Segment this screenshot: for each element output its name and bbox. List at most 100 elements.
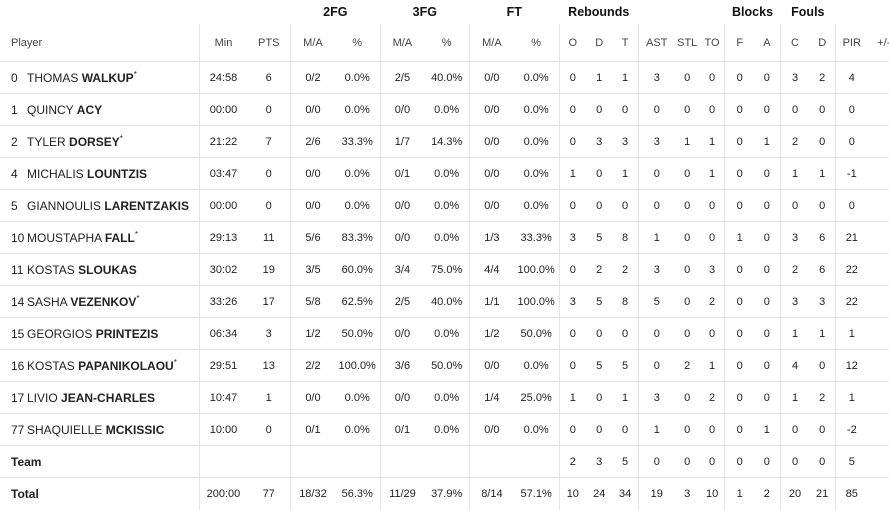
- stat-pir: 21: [835, 222, 867, 254]
- player-first-name: GEORGIOS: [27, 327, 92, 341]
- stat-ast: 0: [638, 446, 674, 478]
- column-header-ft-ma[interactable]: M/A: [470, 24, 514, 62]
- stat-plus-minus: [868, 446, 889, 478]
- stat-ast: 5: [638, 286, 674, 318]
- column-header-blk-a[interactable]: A: [754, 24, 780, 62]
- stat-pts: 17: [247, 286, 290, 318]
- stat-2fg-ma: 5/6: [291, 222, 335, 254]
- stat-ft-ma: 0/0: [470, 190, 514, 222]
- stat-3fg-pct: 40.0%: [424, 286, 469, 318]
- stat-reb-def: 2: [586, 254, 612, 286]
- column-header-plus-minus[interactable]: +/-: [868, 24, 889, 62]
- starter-marker: *: [135, 230, 138, 239]
- stat-min: 29:13: [199, 222, 247, 254]
- stat-2fg-pct: 56.3%: [335, 478, 380, 510]
- stat-ft-pct: 100.0%: [514, 254, 559, 286]
- stat-ft-pct: 0.0%: [514, 94, 559, 126]
- stat-to: 0: [700, 318, 725, 350]
- stat-blk-f: 0: [725, 158, 754, 190]
- stat-reb-tot: 34: [612, 478, 638, 510]
- stat-2fg-ma: 1/2: [291, 318, 335, 350]
- stat-reb-off: 2: [559, 446, 586, 478]
- stat-stl: 0: [675, 190, 700, 222]
- stat-reb-off: 0: [559, 350, 586, 382]
- column-header-ast[interactable]: AST: [638, 24, 674, 62]
- stat-reb-tot: 0: [612, 190, 638, 222]
- stat-to: 10: [700, 478, 725, 510]
- stat-ft-ma: 0/0: [470, 350, 514, 382]
- stat-3fg-ma: 0/0: [380, 318, 424, 350]
- player-number: 5: [11, 199, 27, 213]
- column-header-to[interactable]: TO: [700, 24, 725, 62]
- column-header-reb-def[interactable]: D: [586, 24, 612, 62]
- group-ft: FT: [470, 0, 559, 24]
- stat-3fg-ma: 1/7: [380, 126, 424, 158]
- stat-blk-f: 0: [725, 94, 754, 126]
- column-header-3fg-pct[interactable]: %: [424, 24, 469, 62]
- starter-marker: *: [136, 294, 139, 303]
- stat-ft-ma: 0/0: [470, 94, 514, 126]
- stat-foul-d: 0: [809, 446, 835, 478]
- stat-2fg-pct: 0.0%: [335, 158, 380, 190]
- column-header-foul-c[interactable]: C: [780, 24, 809, 62]
- column-header-reb-off[interactable]: O: [559, 24, 586, 62]
- column-header-reb-tot[interactable]: T: [612, 24, 638, 62]
- column-header-foul-d[interactable]: D: [809, 24, 835, 62]
- column-header-2fg-pct[interactable]: %: [335, 24, 380, 62]
- stat-3fg-ma: 0/0: [380, 382, 424, 414]
- column-header-stl[interactable]: STL: [675, 24, 700, 62]
- stat-foul-d: 6: [809, 254, 835, 286]
- stat-to: 2: [700, 382, 725, 414]
- stat-foul-d: 3: [809, 286, 835, 318]
- stat-2fg-ma: 0/0: [291, 94, 335, 126]
- stat-ast: 0: [638, 350, 674, 382]
- stat-blk-a: 0: [754, 94, 780, 126]
- stat-2fg-pct: 33.3%: [335, 126, 380, 158]
- stat-pts: 13: [247, 350, 290, 382]
- stat-reb-tot: 0: [612, 318, 638, 350]
- column-header-pts[interactable]: PTS: [247, 24, 290, 62]
- stat-3fg-pct: 14.3%: [424, 126, 469, 158]
- column-header-pir[interactable]: PIR: [835, 24, 867, 62]
- stat-blk-f: 0: [725, 286, 754, 318]
- column-header-player[interactable]: Player: [0, 24, 199, 62]
- starter-marker: *: [134, 70, 137, 79]
- stat-2fg-ma: [291, 446, 335, 478]
- stat-3fg-ma: 3/4: [380, 254, 424, 286]
- stat-reb-off: 0: [559, 318, 586, 350]
- starter-marker: *: [174, 358, 177, 367]
- stat-foul-d: 21: [809, 478, 835, 510]
- column-header-min[interactable]: Min: [199, 24, 247, 62]
- stat-reb-def: 24: [586, 478, 612, 510]
- column-header-blk-f[interactable]: F: [725, 24, 754, 62]
- player-last-name: DORSEY: [69, 135, 120, 149]
- stat-plus-minus: [868, 350, 889, 382]
- column-header-2fg-ma[interactable]: M/A: [291, 24, 335, 62]
- column-header-3fg-ma[interactable]: M/A: [380, 24, 424, 62]
- stat-ft-ma: 1/3: [470, 222, 514, 254]
- column-header-ft-pct[interactable]: %: [514, 24, 559, 62]
- stat-plus-minus: [868, 62, 889, 94]
- stat-ft-ma: [470, 446, 514, 478]
- stat-ft-pct: 0.0%: [514, 158, 559, 190]
- stat-ast: 3: [638, 62, 674, 94]
- stat-2fg-pct: 0.0%: [335, 62, 380, 94]
- stat-plus-minus: [868, 286, 889, 318]
- stat-ft-pct: 100.0%: [514, 286, 559, 318]
- stat-stl: 0: [675, 62, 700, 94]
- stat-reb-off: 3: [559, 222, 586, 254]
